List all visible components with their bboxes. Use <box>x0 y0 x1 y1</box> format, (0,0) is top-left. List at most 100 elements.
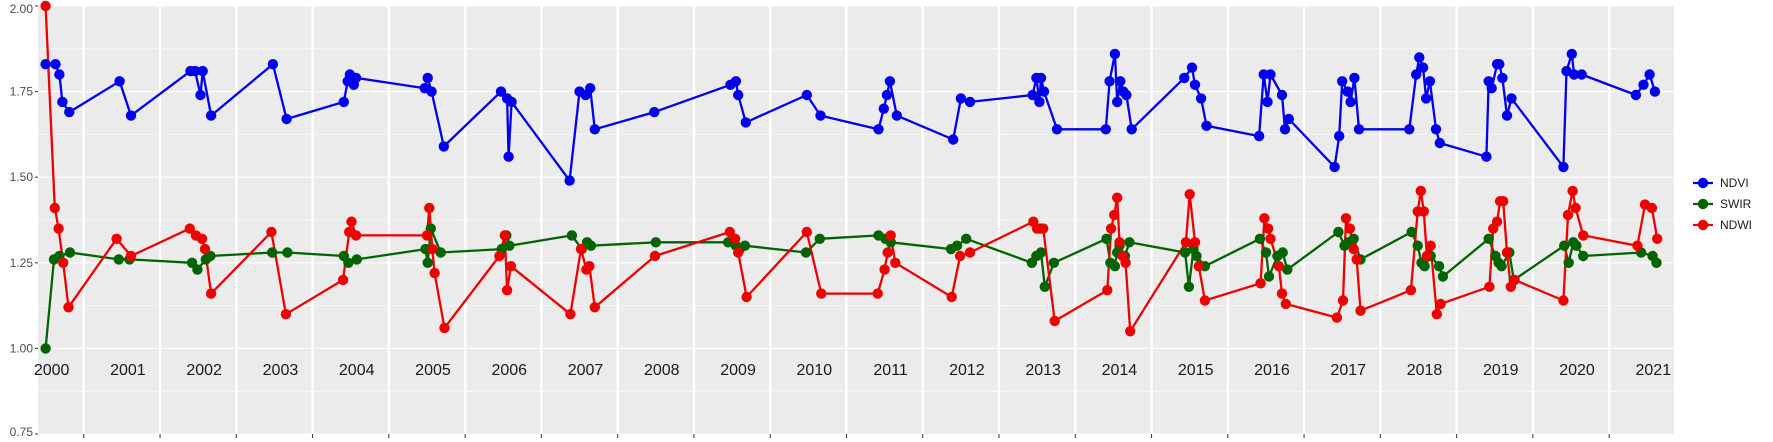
data-point-ndvi <box>1420 93 1432 104</box>
data-point-ndvi <box>1430 124 1442 135</box>
data-point-ndvi <box>438 141 449 152</box>
data-point-ndvi <box>1126 124 1137 135</box>
data-point-ndwi <box>885 230 896 241</box>
data-point-ndwi <box>1331 312 1343 323</box>
data-point-ndvi <box>1576 69 1587 80</box>
data-point-ndwi <box>505 261 517 272</box>
data-point-ndwi <box>1431 309 1443 320</box>
data-point-ndwi <box>1418 206 1430 217</box>
data-point-ndvi <box>426 86 437 97</box>
data-point-ndwi <box>1102 285 1113 296</box>
data-point-swir <box>192 264 203 275</box>
data-point-ndwi <box>125 250 137 262</box>
data-point-ndwi <box>1558 295 1569 306</box>
data-point-ndwi <box>53 223 64 234</box>
data-point-ndvi <box>1100 124 1112 135</box>
data-point-ndwi <box>421 230 433 241</box>
data-point-ndwi <box>1344 223 1356 234</box>
data-point-swir <box>1483 233 1494 244</box>
data-point-ndwi <box>63 302 74 313</box>
data-point-ndvi <box>1630 89 1642 101</box>
x-tick-label: 2014 <box>1102 362 1138 379</box>
y-tick-label: 1.75 <box>10 85 34 99</box>
data-point-ndvi <box>422 72 433 84</box>
legend: NDVI SWIR NDWI <box>1693 176 1752 232</box>
data-point-swir <box>1433 261 1445 272</box>
data-point-ndwi <box>946 291 957 303</box>
data-point-ndwi <box>589 302 600 313</box>
data-point-ndvi <box>884 76 896 87</box>
data-point-ndwi <box>882 247 893 258</box>
data-point-ndvi <box>1051 124 1063 135</box>
data-point-ndvi <box>1109 48 1121 60</box>
data-point-ndwi <box>1435 298 1446 310</box>
data-point-swir <box>951 240 963 251</box>
data-point-ndwi <box>729 233 741 244</box>
data-point-ndvi <box>955 93 967 104</box>
data-point-ndvi <box>1189 79 1201 91</box>
data-point-ndvi <box>40 58 51 70</box>
x-tick-label: 2017 <box>1330 362 1366 379</box>
data-point-ndvi <box>1334 130 1345 142</box>
data-point-swir <box>566 230 578 241</box>
data-point-swir <box>1260 247 1272 258</box>
legend-key-point-ndvi <box>1697 177 1709 189</box>
legend-label-swir: SWIR <box>1720 197 1752 211</box>
data-point-swir <box>1048 257 1060 268</box>
data-point-ndwi <box>1263 223 1274 234</box>
y-tick-label: 1.00 <box>10 341 34 355</box>
data-point-ndwi <box>1109 209 1120 221</box>
y-axis: 0.75 1.00 1.25 1.50 1.75 2.00 <box>10 2 38 439</box>
data-point-swir <box>1419 261 1430 272</box>
y-tick-label: 1.50 <box>10 170 34 184</box>
data-point-ndvi <box>1411 69 1422 80</box>
data-point-ndvi <box>267 58 279 70</box>
legend-key-point-ndwi <box>1697 219 1709 231</box>
data-point-swir <box>1496 261 1507 272</box>
data-point-ndwi <box>280 309 292 320</box>
legend-key-point-swir <box>1697 198 1709 210</box>
data-point-ndvi <box>1417 62 1429 73</box>
data-point-swir <box>1412 240 1423 251</box>
data-point-ndwi <box>733 247 744 258</box>
data-point-ndwi <box>49 202 60 214</box>
grid-minor-y <box>38 48 1674 392</box>
data-point-swir <box>64 247 76 258</box>
data-point-ndvi <box>281 113 292 125</box>
data-point-ndwi <box>954 250 966 262</box>
x-tick-label: 2003 <box>263 362 299 379</box>
data-point-swir <box>504 240 515 251</box>
data-point-ndwi <box>40 0 51 12</box>
data-point-ndwi <box>1570 202 1581 214</box>
data-point-ndwi <box>494 250 505 262</box>
data-point-swir <box>1179 247 1191 258</box>
data-point-ndwi <box>1348 243 1359 255</box>
data-point-ndvi <box>1262 96 1273 108</box>
grid-year <box>82 6 1611 438</box>
data-point-swir <box>422 257 433 268</box>
data-point-ndwi <box>1184 189 1195 200</box>
data-point-ndwi <box>1112 192 1123 203</box>
data-point-ndvi <box>338 96 349 108</box>
data-point-ndwi <box>1498 196 1509 207</box>
y-tick-label: 0.75 <box>10 425 34 439</box>
data-point-ndwi <box>346 216 357 227</box>
data-point-ndvi <box>815 110 826 121</box>
data-point-ndvi <box>1353 124 1365 135</box>
x-tick-label: 2015 <box>1178 362 1214 379</box>
data-point-ndwi <box>1491 216 1503 227</box>
data-point-ndvi <box>730 76 742 87</box>
data-point-ndvi <box>1186 62 1198 73</box>
data-point-ndvi <box>1115 76 1126 87</box>
data-point-ndwi <box>1425 240 1436 251</box>
data-point-swir <box>113 254 125 265</box>
data-point-ndwi <box>1562 209 1574 221</box>
data-point-swir <box>1277 247 1288 258</box>
data-point-ndwi <box>1189 237 1201 248</box>
data-point-ndvi <box>1558 161 1569 173</box>
data-point-ndvi <box>1027 89 1038 101</box>
data-point-swir <box>1437 271 1449 282</box>
data-point-ndwi <box>1265 233 1276 244</box>
data-point-ndvi <box>881 89 893 101</box>
data-point-ndwi <box>1038 223 1049 234</box>
